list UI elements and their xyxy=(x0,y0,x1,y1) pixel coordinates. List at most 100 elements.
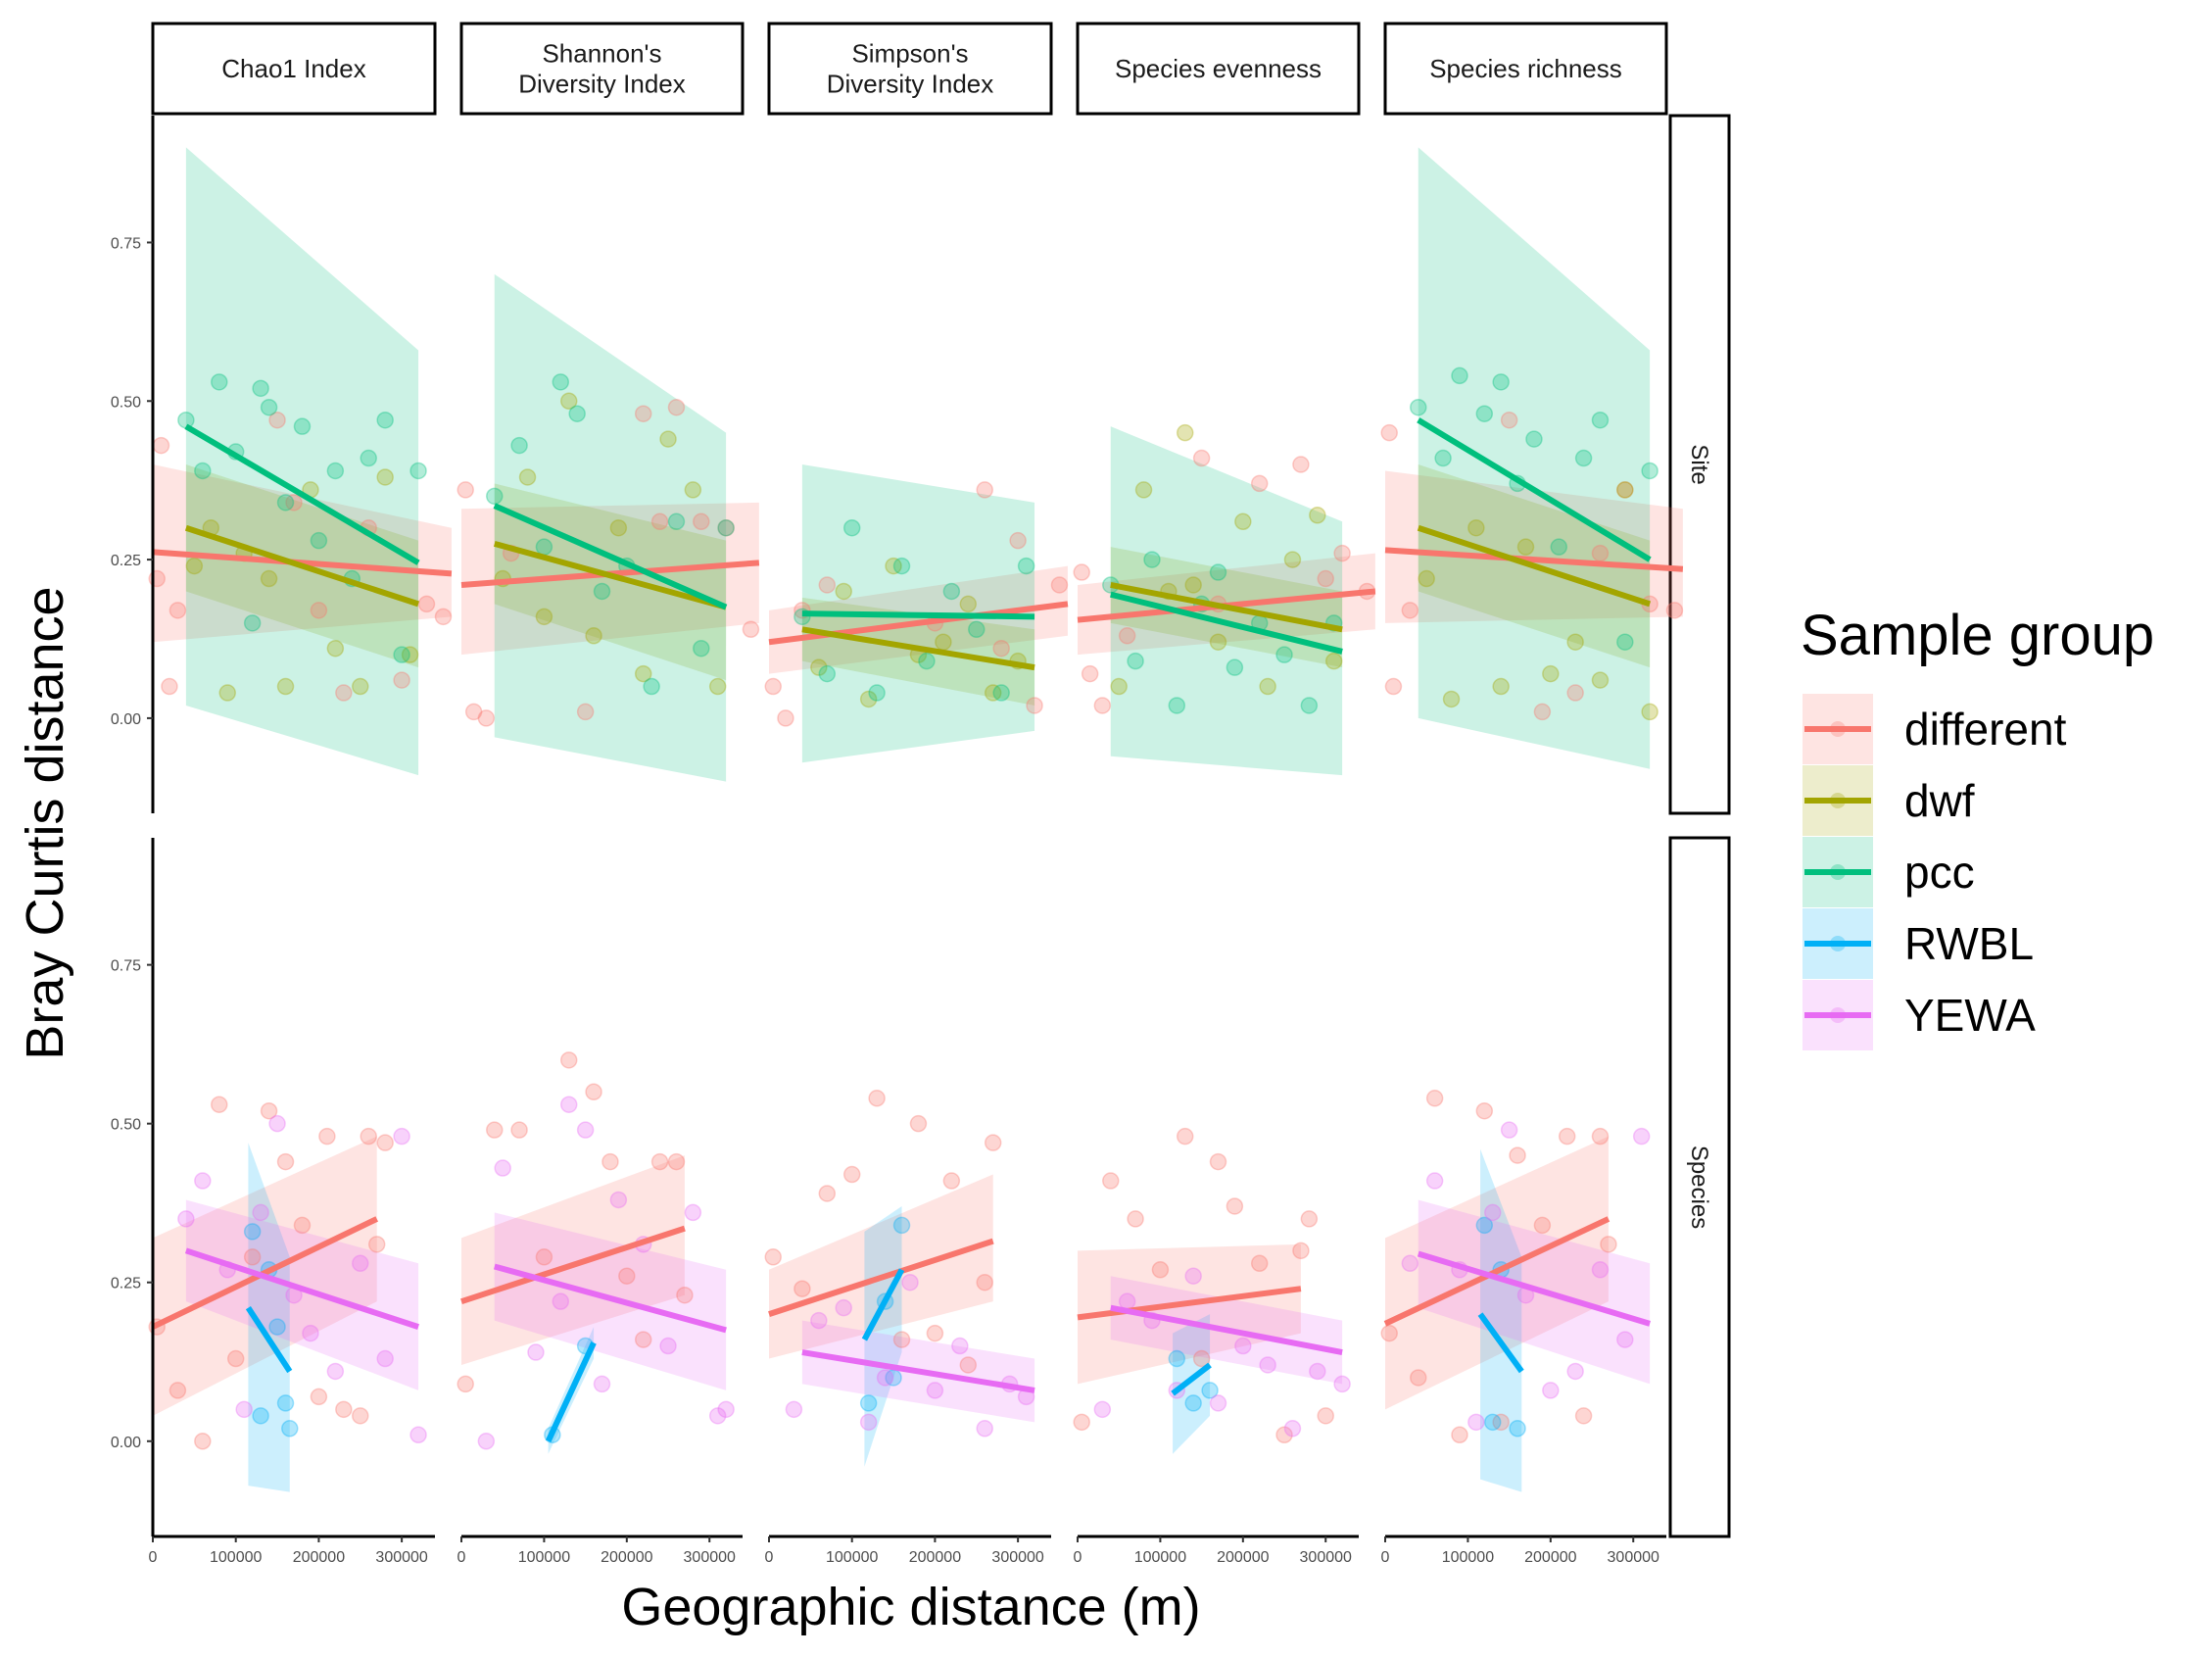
data-point-dwf xyxy=(1418,569,1435,588)
column-strip-box xyxy=(151,22,437,116)
data-point-dwf xyxy=(1566,633,1584,651)
column-strip-chao1-index: Chao1 Index xyxy=(151,22,437,116)
data-point-pcc xyxy=(1451,366,1468,385)
confidence-band-yewa xyxy=(185,1199,419,1390)
data-point-yewa xyxy=(1184,1267,1202,1285)
data-point-different xyxy=(152,436,170,455)
data-point-dwf xyxy=(585,627,602,645)
data-point-different xyxy=(1380,423,1398,442)
data-point-pcc xyxy=(276,494,295,512)
data-point-different xyxy=(1250,474,1269,493)
data-point-different xyxy=(360,1127,377,1145)
panel-site-species-evenness xyxy=(1073,423,1376,776)
fit-line-different xyxy=(1384,547,1684,572)
data-point-yewa xyxy=(1093,1400,1112,1419)
fit-line-pcc xyxy=(801,610,1035,620)
x-axis-simpson-s-diversity-index: 0 100000 200000 300000 xyxy=(765,1535,1051,1566)
fit-line-yewa xyxy=(1417,1250,1651,1327)
data-point-pcc xyxy=(376,411,394,429)
data-point-rwbl xyxy=(252,1407,269,1425)
data-point-yewa xyxy=(1309,1362,1326,1381)
legend-key-point xyxy=(1830,864,1846,880)
column-strip-label: Simpson's xyxy=(851,39,968,69)
data-point-dwf xyxy=(859,690,878,708)
data-point-different xyxy=(1073,563,1090,581)
data-point-yewa xyxy=(876,1369,894,1387)
data-point-pcc xyxy=(1300,697,1319,714)
fit-line-different xyxy=(152,549,453,577)
x-tick-label: 0 xyxy=(765,1549,774,1566)
confidence-band-yewa xyxy=(1418,1199,1651,1385)
data-point-yewa xyxy=(576,1121,595,1139)
data-point-different xyxy=(352,1407,369,1425)
x-axis-title: Geographic distance (m) xyxy=(621,1578,1200,1636)
x-axes: 0 100000 200000 300000 0 100000 200000 300000 0 1… xyxy=(149,1535,1666,1566)
fit-line-dwf xyxy=(493,541,727,610)
data-point-yewa xyxy=(835,1298,852,1317)
data-point-rwbl xyxy=(859,1394,878,1412)
y-tick-label: 0.75 xyxy=(111,958,141,975)
data-point-dwf xyxy=(1641,703,1659,721)
data-point-different xyxy=(717,518,735,537)
data-point-yewa xyxy=(859,1413,878,1432)
fit-line-pcc xyxy=(493,503,728,610)
data-point-dwf xyxy=(1309,507,1326,524)
data-point-different xyxy=(1380,1324,1398,1342)
data-point-yewa xyxy=(1425,1172,1444,1190)
data-point-different xyxy=(559,1051,578,1069)
data-point-dwf xyxy=(518,468,537,486)
data-point-pcc xyxy=(1410,398,1427,416)
data-point-different xyxy=(842,1165,861,1184)
data-point-dwf xyxy=(1110,677,1128,696)
column-strip-label: Shannon's xyxy=(542,39,661,69)
data-point-different xyxy=(1591,544,1610,562)
data-point-pcc xyxy=(568,405,586,422)
data-point-dwf xyxy=(984,684,1002,702)
data-point-dwf xyxy=(935,633,952,651)
data-point-pcc xyxy=(409,462,427,480)
data-point-pcc xyxy=(1275,646,1293,663)
data-point-different xyxy=(1317,1407,1334,1425)
data-point-different xyxy=(667,1152,686,1171)
data-point-dwf xyxy=(1516,538,1535,556)
row-strip-box xyxy=(1668,836,1731,1538)
x-tick-label: 300000 xyxy=(375,1549,427,1566)
data-point-different xyxy=(457,481,474,499)
data-point-different xyxy=(1292,1242,1310,1260)
data-point-different xyxy=(393,671,410,689)
data-point-pcc xyxy=(1574,449,1593,467)
legend: Sample group different dwf pcc RWBL YEWA xyxy=(1801,604,2154,1050)
data-point-dwf xyxy=(1442,690,1461,708)
legend-entry-label: YEWA xyxy=(1904,990,2036,1041)
x-tick-label: 200000 xyxy=(1524,1549,1576,1566)
data-point-different xyxy=(926,1324,944,1342)
panel-species-species-evenness xyxy=(1073,1127,1351,1454)
column-strip-label: Chao1 Index xyxy=(221,54,365,83)
confidence-band-rwbl xyxy=(1480,1148,1522,1492)
data-point-dwf xyxy=(1591,671,1610,689)
data-point-pcc xyxy=(1143,551,1161,568)
x-tick-label: 0 xyxy=(1381,1549,1390,1566)
data-point-different xyxy=(457,1375,474,1393)
data-point-dwf xyxy=(1467,518,1485,537)
data-point-different xyxy=(1026,697,1043,714)
x-tick-label: 100000 xyxy=(210,1549,262,1566)
panel-site-chao1-index xyxy=(148,147,453,776)
y-tick-label: 0.50 xyxy=(111,1117,141,1134)
data-point-yewa xyxy=(901,1273,919,1291)
column-strip-box xyxy=(1076,22,1361,116)
data-point-dwf xyxy=(535,608,553,626)
x-tick-label: 300000 xyxy=(1608,1549,1659,1566)
data-point-dwf xyxy=(559,392,578,411)
data-point-rwbl xyxy=(281,1420,299,1438)
row-strip-box xyxy=(1668,114,1731,815)
confidence-band-different xyxy=(1078,1243,1301,1385)
data-point-different xyxy=(1192,1349,1211,1368)
data-point-different xyxy=(634,1331,652,1348)
y-axis-title: Bray Curtis distance xyxy=(16,586,74,1059)
data-point-rwbl xyxy=(892,1216,911,1235)
fit-line-dwf xyxy=(1417,524,1652,608)
data-point-yewa xyxy=(1467,1413,1485,1432)
data-point-different xyxy=(667,398,686,416)
data-point-yewa xyxy=(494,1159,511,1177)
